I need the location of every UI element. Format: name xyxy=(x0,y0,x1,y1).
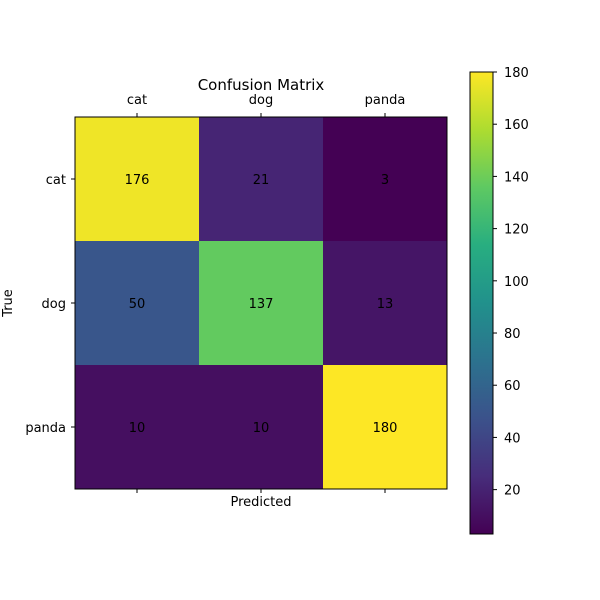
cell-value-label: 10 xyxy=(129,421,146,436)
colorbar-ticks: 20 40 60 80 100 120 140 160 180 xyxy=(493,66,529,499)
cell-value-label: 10 xyxy=(253,421,270,436)
heatmap-cell xyxy=(75,241,200,366)
heatmap-cell xyxy=(199,365,324,490)
heatmap-cell xyxy=(199,241,324,366)
colorbar-tick-label: 40 xyxy=(504,431,521,446)
heatmap-cell xyxy=(75,117,200,242)
colorbar-tick-label: 100 xyxy=(504,275,529,290)
y-tick-label: dog xyxy=(42,297,66,312)
colorbar-tick-label: 20 xyxy=(504,484,521,499)
cell-value-label: 180 xyxy=(373,421,398,436)
heatmap-cell xyxy=(323,117,448,242)
colorbar-tick-label: 180 xyxy=(504,66,529,81)
colorbar-tick-label: 60 xyxy=(504,379,521,394)
colorbar xyxy=(469,71,494,535)
y-tick-label: cat xyxy=(46,173,66,188)
heatmap-cells xyxy=(75,117,448,490)
colorbar-tick-label: 120 xyxy=(504,223,529,238)
cell-value-label: 176 xyxy=(125,173,150,188)
colorbar-tick-label: 80 xyxy=(504,327,521,342)
heatmap-cell xyxy=(323,365,448,490)
x-axis-label: Predicted xyxy=(230,495,291,510)
heatmap-cell-labels: 176 21 3 50 137 13 10 10 180 xyxy=(125,173,398,436)
colorbar-tick-label: 160 xyxy=(504,118,529,133)
x-tick-label: dog xyxy=(249,93,273,108)
cell-value-label: 21 xyxy=(253,173,270,188)
heatmap-cell xyxy=(323,241,448,366)
x-tick-label: cat xyxy=(127,93,147,108)
cell-value-label: 13 xyxy=(377,297,394,312)
cell-value-label: 3 xyxy=(381,173,389,188)
y-axis-ticks: cat dog panda xyxy=(25,173,75,436)
x-axis-ticks: cat dog panda xyxy=(127,93,405,493)
y-axis-label: True xyxy=(1,289,16,318)
cell-value-label: 50 xyxy=(129,297,146,312)
y-tick-label: panda xyxy=(25,421,66,436)
chart-title: Confusion Matrix xyxy=(198,76,325,94)
x-tick-label: panda xyxy=(365,93,406,108)
colorbar-tick-label: 140 xyxy=(504,170,529,185)
cell-value-label: 137 xyxy=(249,297,274,312)
heatmap-cell xyxy=(199,117,324,242)
heatmap-cell xyxy=(75,365,200,490)
